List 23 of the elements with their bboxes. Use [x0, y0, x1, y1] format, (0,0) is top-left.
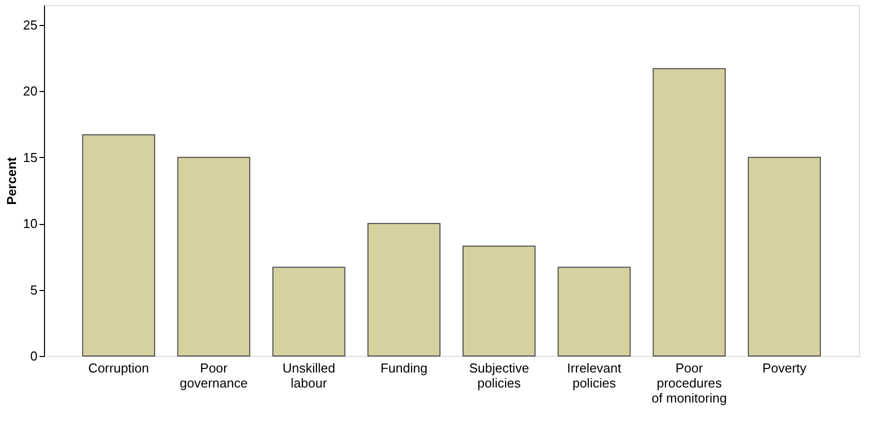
bar	[272, 266, 346, 356]
bar	[652, 68, 726, 356]
bar	[177, 156, 250, 356]
y-tick-label: 20	[23, 84, 38, 99]
y-tick-label: 10	[23, 216, 38, 232]
y-tick-label: 0	[30, 348, 38, 364]
x-tick-label: Poverty	[762, 360, 807, 376]
y-tick-label: 15	[23, 150, 38, 165]
x-tick-label: Poor procedures of monitoring	[652, 360, 727, 406]
bar	[748, 156, 821, 356]
x-tick-label: Funding	[380, 360, 428, 376]
y-tick-label: 25	[23, 17, 38, 32]
x-tick-label: Irrelevant policies	[567, 360, 622, 390]
bar	[462, 246, 536, 356]
x-tick-label: Unskilled labour	[282, 360, 336, 390]
bar	[558, 266, 631, 356]
bar	[367, 223, 440, 356]
x-tick-label: Subjective policies	[469, 360, 530, 390]
x-tick-label: Corruption	[88, 360, 150, 376]
bar	[82, 134, 156, 356]
y-tick-label: 5	[30, 282, 38, 298]
x-tick-label: Poor governance	[180, 360, 248, 390]
y-axis-title: Percent	[4, 156, 20, 205]
